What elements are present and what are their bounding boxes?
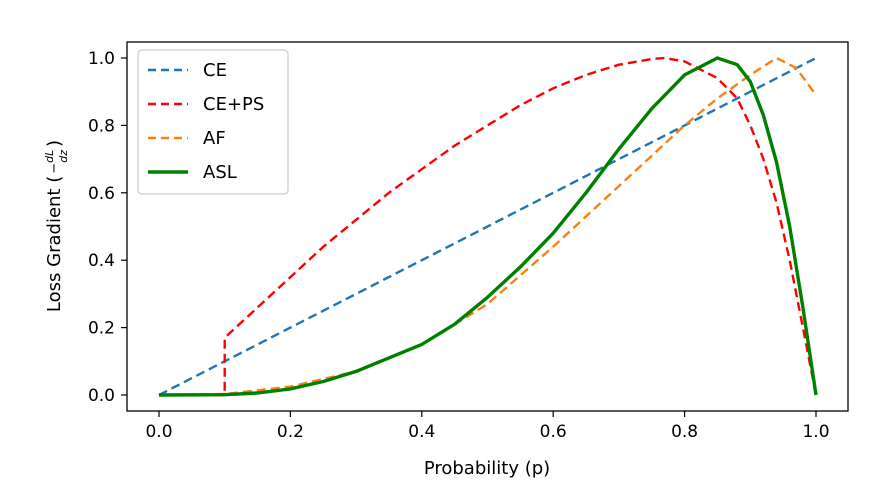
x-axis-title: Probability (p) (424, 458, 550, 479)
x-tick-label: 0.2 (277, 422, 304, 442)
y-tick-label: 0.4 (88, 251, 115, 271)
plot-frame (126, 41, 849, 412)
x-tick-label: 1.0 (802, 422, 829, 442)
series-line-asl (158, 56, 818, 397)
y-axis-title-prefix: Loss Gradient ( (44, 176, 65, 312)
legend-label: AF (203, 128, 226, 149)
x-tick-label: 0.8 (671, 422, 698, 442)
svg-text:Loss Gradient (−dLdz): Loss Gradient ( −dLdz) (43, 140, 70, 312)
y-axis-title-fraction-sign: − (47, 163, 62, 174)
axis-ticks: 0.0 0.2 0.4 0.6 0.8 1.0 0.0 0.2 0.4 0.6 0.8 1.0 (88, 49, 830, 442)
x-tick-label: 0.6 (540, 422, 567, 442)
x-tick-label: 0.0 (145, 422, 172, 442)
legend-label: CE+PS (203, 94, 264, 115)
legend-label: ASL (203, 162, 237, 183)
y-tick-label: 0.8 (88, 116, 115, 136)
series-lines (158, 56, 818, 397)
series-line-af (158, 56, 817, 397)
y-axis-title-fraction-denominator: dz (57, 150, 70, 163)
legend: CE CE+PS AF ASL (137, 49, 289, 195)
legend-label: CE (203, 60, 227, 81)
legend-box (137, 49, 289, 195)
y-tick-label: 0.6 (88, 184, 115, 204)
x-tick-label: 0.4 (408, 422, 435, 442)
series-line-ce (158, 56, 817, 397)
y-tick-label: 0.0 (88, 386, 115, 406)
y-axis-title: Loss Gradient ( −dLdz) (43, 140, 70, 312)
y-tick-label: 0.2 (88, 319, 115, 339)
y-axis-title-fraction-numerator: dL (43, 150, 56, 163)
y-axis-title-suffix: ) (44, 140, 65, 147)
y-tick-label: 1.0 (88, 49, 115, 69)
series-line-ce-ps (159, 56, 818, 397)
